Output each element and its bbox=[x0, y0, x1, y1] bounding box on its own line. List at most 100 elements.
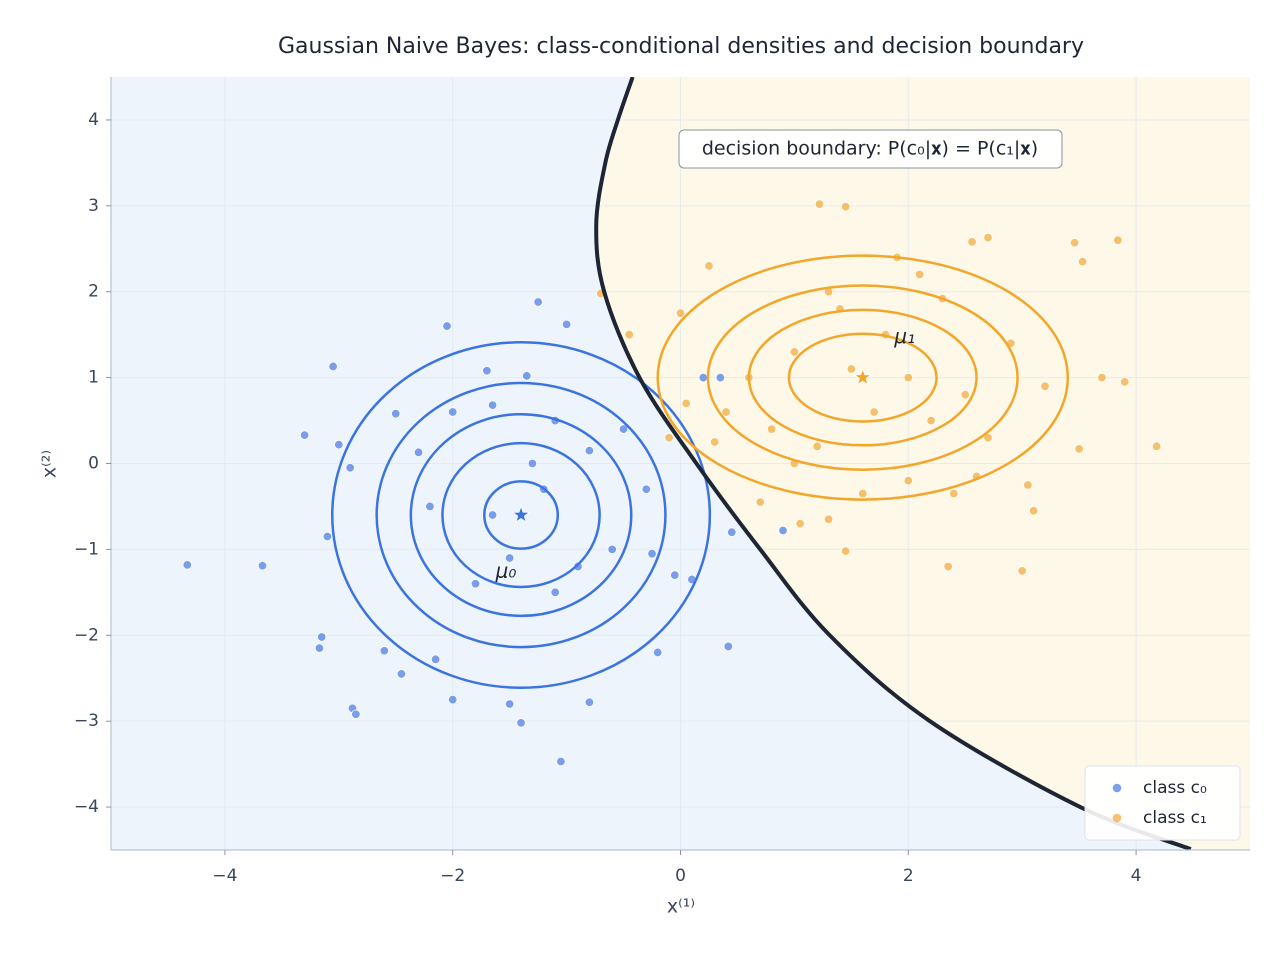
data-point bbox=[960, 390, 970, 400]
data-point bbox=[1077, 256, 1088, 267]
x-tick-label: 4 bbox=[1131, 866, 1142, 886]
data-point bbox=[556, 756, 566, 767]
x-tick-label: −4 bbox=[212, 866, 237, 886]
annotation-box bbox=[678, 129, 1063, 169]
chart-title: Gaussian Naive Bayes: class-conditional … bbox=[278, 34, 1084, 59]
data-point bbox=[814, 199, 825, 209]
mean-marker bbox=[511, 505, 531, 523]
data-point bbox=[314, 643, 325, 653]
density-contour bbox=[747, 308, 978, 447]
data-point bbox=[983, 433, 993, 443]
data-point bbox=[846, 364, 857, 374]
data-point bbox=[949, 488, 959, 499]
y-axis-label: x⁽²⁾ bbox=[39, 450, 61, 478]
y-tick-label: 0 bbox=[88, 454, 99, 474]
data-point bbox=[869, 407, 879, 417]
data-point bbox=[396, 669, 407, 679]
data-point bbox=[430, 654, 441, 665]
data-point bbox=[328, 361, 338, 372]
data-point bbox=[903, 475, 914, 486]
data-point bbox=[334, 439, 344, 450]
data-point bbox=[840, 546, 851, 556]
y-tick-label: −1 bbox=[74, 539, 99, 559]
decision-boundary bbox=[594, 77, 1192, 850]
data-point bbox=[482, 366, 492, 376]
data-point bbox=[516, 718, 526, 728]
data-point bbox=[607, 544, 617, 555]
mean-label: μ₀ bbox=[495, 559, 517, 583]
x-tick-label: 2 bbox=[903, 866, 914, 886]
data-point bbox=[322, 531, 333, 542]
data-point bbox=[858, 488, 868, 499]
y-tick-label: 3 bbox=[88, 196, 99, 216]
data-point bbox=[351, 709, 361, 719]
mean-marker bbox=[853, 367, 872, 386]
data-point bbox=[715, 372, 726, 383]
data-point bbox=[1097, 372, 1107, 383]
data-point bbox=[823, 514, 834, 525]
data-point bbox=[709, 437, 720, 447]
x-tick-label: 0 bbox=[675, 866, 686, 886]
data-point bbox=[470, 579, 481, 589]
annotation: decision boundary: P(c₀|𝐱) = P(c₁|𝐱) bbox=[702, 138, 1038, 160]
density-contour bbox=[656, 254, 1070, 501]
data-point bbox=[1113, 235, 1123, 245]
data-point bbox=[257, 561, 268, 571]
density-contour bbox=[331, 341, 712, 690]
data-point bbox=[721, 407, 731, 417]
data-point bbox=[723, 641, 734, 652]
data-point bbox=[182, 560, 193, 570]
plot-area: μ₀ μ₁ bbox=[111, 77, 1250, 850]
data-point bbox=[778, 525, 788, 536]
legend-marker bbox=[1112, 783, 1122, 793]
data-point bbox=[584, 697, 595, 707]
data-point bbox=[926, 415, 936, 426]
legend-marker bbox=[1112, 813, 1122, 823]
data-point bbox=[983, 232, 993, 243]
y-tick-label: −3 bbox=[74, 711, 99, 731]
data-point bbox=[704, 261, 714, 271]
x-tick-label: −2 bbox=[440, 866, 465, 886]
data-point bbox=[425, 501, 435, 512]
data-point bbox=[391, 408, 401, 419]
data-point bbox=[789, 347, 800, 357]
data-point bbox=[561, 319, 572, 330]
data-point bbox=[533, 297, 543, 307]
data-point bbox=[487, 400, 498, 410]
density-contour bbox=[706, 284, 1019, 471]
data-point bbox=[504, 553, 515, 563]
data-point bbox=[618, 424, 629, 434]
data-point bbox=[1040, 381, 1050, 391]
data-point bbox=[641, 484, 652, 494]
legend-label: class c₀ bbox=[1143, 778, 1207, 798]
data-point bbox=[573, 561, 583, 572]
data-point bbox=[448, 694, 458, 705]
data-point bbox=[584, 445, 595, 456]
data-point bbox=[1151, 441, 1162, 452]
legend-box bbox=[1084, 765, 1241, 841]
density-contour bbox=[441, 441, 601, 589]
data-point bbox=[675, 308, 686, 318]
data-point bbox=[345, 463, 355, 473]
data-point bbox=[840, 201, 851, 212]
data-point bbox=[812, 441, 822, 452]
data-point bbox=[1069, 238, 1080, 248]
y-tick-label: 4 bbox=[88, 110, 99, 130]
data-point bbox=[664, 433, 674, 443]
y-tick-label: −2 bbox=[74, 625, 99, 645]
data-point bbox=[317, 632, 327, 642]
data-point bbox=[1120, 377, 1130, 387]
density-contour bbox=[787, 332, 938, 423]
data-point bbox=[1074, 444, 1084, 454]
data-point bbox=[1017, 566, 1027, 576]
density-contour bbox=[409, 412, 633, 618]
data-point bbox=[795, 518, 805, 529]
data-point bbox=[903, 372, 914, 383]
data-point bbox=[670, 570, 680, 580]
data-point bbox=[1023, 480, 1033, 490]
data-point bbox=[914, 269, 925, 280]
mean-label: μ₁ bbox=[893, 324, 915, 348]
data-point bbox=[766, 424, 777, 434]
density-contour bbox=[483, 480, 560, 550]
data-point bbox=[504, 699, 515, 709]
